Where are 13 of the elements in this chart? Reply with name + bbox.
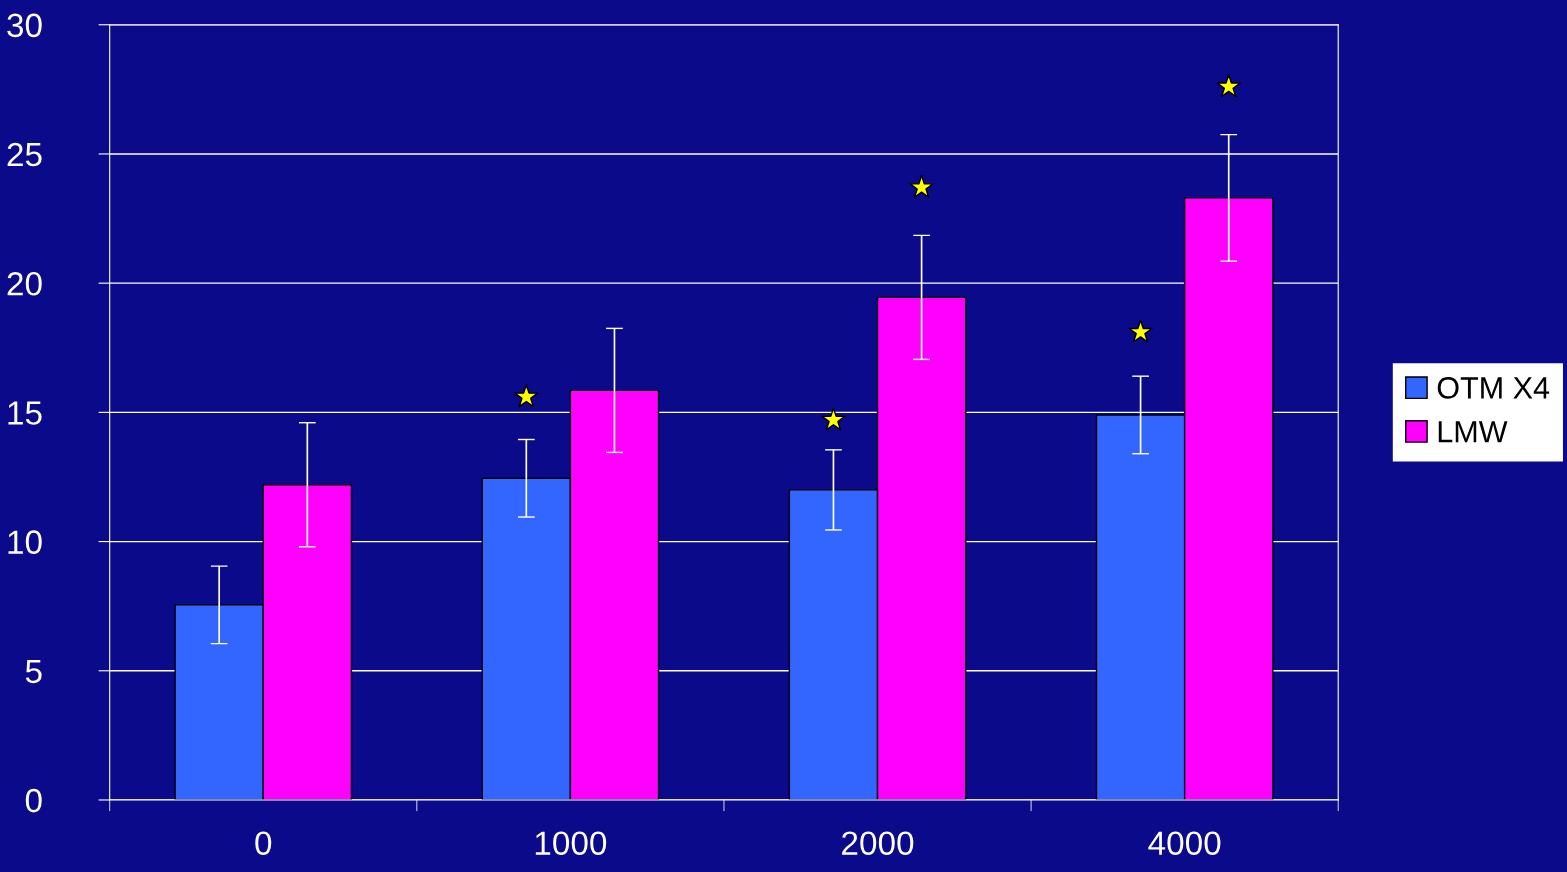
y-tick-label: 30	[7, 13, 42, 38]
y-tick-label: 10	[8, 530, 42, 554]
y-tick-label: 20	[7, 271, 42, 296]
y-tick-label: 0	[25, 788, 42, 813]
y-tick-label: 5	[25, 659, 42, 684]
x-tick-label: 4000	[1148, 831, 1221, 856]
legend-label: LMW	[1438, 421, 1508, 443]
x-tick-label: 2000	[842, 831, 914, 856]
y-tick-label: 25	[7, 142, 42, 167]
x-tick-label: 0	[255, 831, 272, 856]
x-tick-label: 1000	[535, 831, 607, 856]
legend-label: OTM X4	[1437, 377, 1550, 399]
y-tick-label: 15	[8, 401, 42, 425]
